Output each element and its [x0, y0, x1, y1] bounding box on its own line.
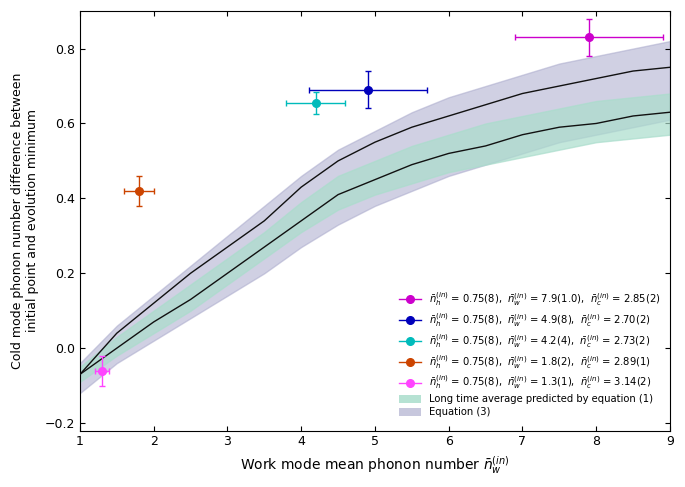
Y-axis label: Cold mode phonon number difference between
initial point and evolution minimum: Cold mode phonon number difference betwe… [11, 73, 39, 369]
X-axis label: Work mode mean phonon number $\bar{n}_w^{(in)}$: Work mode mean phonon number $\bar{n}_w^… [240, 454, 510, 476]
Legend: $\bar{n}_h^{(in)}$ = 0.75(8),  $\bar{n}_w^{(in)}$ = 7.9(1.0),  $\bar{n}_c^{(in)}: $\bar{n}_h^{(in)}$ = 0.75(8), $\bar{n}_w… [395, 286, 665, 421]
